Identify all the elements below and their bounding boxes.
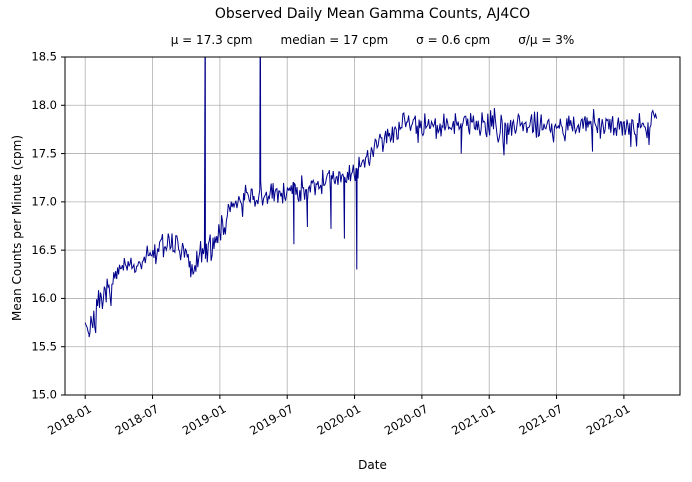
svg-text:2020-07: 2020-07 xyxy=(382,402,431,438)
stat-sigma: σ = 0.6 cpm xyxy=(416,33,491,47)
svg-text:2018-07: 2018-07 xyxy=(112,402,161,438)
chart-subtitle: μ = 17.3 cpm median = 17 cpm σ = 0.6 cpm… xyxy=(65,33,680,47)
svg-text:17.0: 17.0 xyxy=(31,195,57,209)
svg-text:16.0: 16.0 xyxy=(31,291,57,305)
svg-text:2018-01: 2018-01 xyxy=(45,402,94,438)
svg-text:2020-01: 2020-01 xyxy=(315,402,364,438)
svg-text:16.5: 16.5 xyxy=(31,243,57,257)
svg-text:18.0: 18.0 xyxy=(31,98,57,112)
svg-text:15.0: 15.0 xyxy=(31,388,57,402)
data-line xyxy=(84,57,658,338)
chart-title: Observed Daily Mean Gamma Counts, AJ4CO xyxy=(214,6,531,22)
svg-text:2019-07: 2019-07 xyxy=(247,402,296,438)
svg-text:2019-01: 2019-01 xyxy=(180,402,229,438)
x-axis-ticks: 2018-01 2018-07 2019-01 2019-07 2020-01 2020-… xyxy=(45,395,632,438)
y-axis-ticks: 15.0 15.5 16.0 16.5 17.0 17.5 18.0 18.5 xyxy=(31,50,65,402)
x-axis-label: Date xyxy=(358,458,387,472)
svg-text:2021-07: 2021-07 xyxy=(517,402,566,438)
stat-median: median = 17 cpm xyxy=(280,33,389,47)
svg-text:2022-01: 2022-01 xyxy=(584,402,633,438)
svg-text:15.5: 15.5 xyxy=(31,339,57,353)
svg-text:2021-01: 2021-01 xyxy=(449,402,498,438)
svg-text:18.5: 18.5 xyxy=(31,50,57,64)
stat-sigma-over-mu: σ/μ = 3% xyxy=(518,33,575,47)
svg-text:17.5: 17.5 xyxy=(31,146,57,160)
plot-frame xyxy=(64,56,681,396)
stat-mu: μ = 17.3 cpm xyxy=(170,33,253,47)
